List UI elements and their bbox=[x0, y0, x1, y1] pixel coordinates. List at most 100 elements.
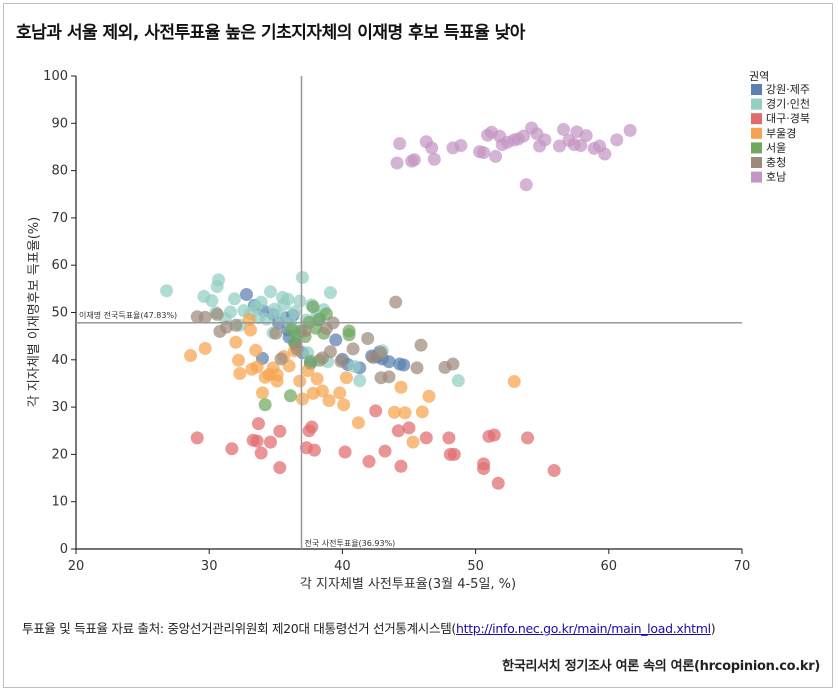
data-point bbox=[382, 355, 396, 369]
legend-swatch bbox=[751, 157, 762, 168]
data-point bbox=[295, 270, 309, 284]
data-point bbox=[397, 358, 411, 372]
y-tick-label: 20 bbox=[51, 447, 68, 462]
data-point bbox=[315, 384, 329, 398]
data-point bbox=[254, 446, 268, 460]
data-point bbox=[394, 459, 408, 473]
data-point bbox=[547, 463, 561, 477]
y-tick-label: 40 bbox=[51, 353, 68, 368]
legend-item-label: 호남 bbox=[766, 171, 786, 184]
data-point bbox=[338, 445, 352, 459]
y-tick-label: 100 bbox=[43, 69, 68, 84]
data-point bbox=[422, 389, 436, 403]
data-point bbox=[538, 133, 552, 147]
legend-swatch bbox=[751, 142, 762, 154]
data-point bbox=[251, 417, 265, 431]
y-tick-label: 60 bbox=[51, 258, 68, 273]
credit-text: 한국리서치 정기조사 여론 속의 여론(hrcopinion.co.kr) bbox=[502, 659, 820, 674]
data-point bbox=[517, 129, 531, 143]
legend-item-label: 대구·경북 bbox=[766, 112, 810, 125]
data-point bbox=[553, 139, 567, 153]
x-axis-label: 각 지자체별 사전투표율(3월 4-5일, %) bbox=[300, 577, 516, 592]
data-point bbox=[567, 138, 581, 152]
data-point bbox=[489, 149, 503, 163]
data-point bbox=[334, 354, 348, 368]
data-point bbox=[307, 443, 321, 457]
y-axis-label: 각 지자체별 이재명후보 득표율(%) bbox=[27, 217, 42, 407]
y-tick-label: 70 bbox=[51, 211, 68, 226]
data-point bbox=[285, 323, 299, 337]
data-point bbox=[477, 462, 491, 476]
data-point bbox=[290, 342, 304, 356]
data-point bbox=[315, 351, 329, 365]
data-point bbox=[273, 461, 287, 475]
y-tick-label: 90 bbox=[51, 116, 68, 131]
data-point bbox=[339, 371, 353, 385]
legend-title: 권역 bbox=[749, 70, 769, 83]
data-point bbox=[414, 338, 428, 352]
data-point bbox=[319, 307, 333, 321]
data-point bbox=[229, 335, 243, 349]
data-point bbox=[623, 123, 637, 137]
data-point bbox=[382, 370, 396, 384]
data-point bbox=[184, 349, 198, 363]
data-point bbox=[454, 139, 468, 153]
data-point bbox=[224, 305, 238, 319]
data-point bbox=[263, 285, 277, 299]
legend-swatch bbox=[751, 98, 762, 110]
chart-title: 호남과 서울 제외, 사전투표율 높은 기초지자체의 이재명 후보 득표율 낮아 bbox=[16, 23, 525, 43]
x-tick-label: 50 bbox=[467, 559, 484, 574]
data-point bbox=[198, 310, 212, 324]
data-point bbox=[491, 476, 505, 490]
y-tick-label: 80 bbox=[51, 164, 68, 179]
data-point bbox=[521, 431, 535, 445]
data-point bbox=[369, 404, 383, 418]
data-point bbox=[361, 332, 375, 346]
data-point bbox=[333, 386, 347, 400]
legend-item-label: 경기·인천 bbox=[766, 97, 810, 111]
source-prefix: 투표율 및 득표율 자료 출처: 중앙선거관리위원회 제20대 대통령선거 선거… bbox=[22, 621, 456, 636]
data-point bbox=[387, 405, 401, 419]
data-point bbox=[310, 372, 324, 386]
data-point bbox=[442, 431, 456, 445]
data-point bbox=[293, 374, 307, 388]
data-point bbox=[273, 309, 287, 323]
data-point bbox=[415, 405, 429, 419]
data-point bbox=[242, 313, 256, 327]
data-point bbox=[446, 357, 460, 371]
data-point bbox=[249, 343, 263, 357]
data-point bbox=[233, 367, 247, 381]
source-link[interactable]: http://info.nec.go.kr/main/main_load.xht… bbox=[455, 621, 711, 636]
data-point bbox=[610, 133, 624, 147]
data-point bbox=[579, 129, 593, 143]
source-suffix: ) bbox=[710, 621, 716, 636]
data-point bbox=[258, 398, 272, 412]
data-point bbox=[337, 398, 351, 412]
data-point bbox=[250, 434, 264, 448]
x-tick-label: 30 bbox=[201, 559, 218, 574]
data-point bbox=[210, 307, 224, 321]
data-point bbox=[228, 292, 242, 306]
x-tick-label: 70 bbox=[734, 559, 751, 574]
x-tick-label: 40 bbox=[334, 559, 351, 574]
y-tick-label: 30 bbox=[51, 400, 68, 415]
data-point bbox=[243, 323, 257, 337]
data-point bbox=[239, 288, 253, 302]
data-point bbox=[477, 146, 491, 160]
data-point bbox=[205, 294, 219, 308]
data-point bbox=[262, 367, 276, 381]
data-point bbox=[406, 435, 420, 449]
data-point bbox=[407, 153, 421, 167]
data-point bbox=[293, 294, 307, 308]
data-point bbox=[362, 454, 376, 468]
data-point bbox=[295, 392, 309, 406]
data-point bbox=[519, 178, 533, 192]
data-point bbox=[598, 147, 612, 161]
y-tick-label: 10 bbox=[51, 495, 68, 510]
data-point bbox=[298, 324, 312, 338]
legend-swatch bbox=[751, 127, 762, 139]
national-early-turnout-label: 전국 사전투표율(36.93%) bbox=[305, 538, 396, 548]
data-point bbox=[353, 374, 367, 388]
data-point bbox=[487, 428, 501, 442]
data-point bbox=[283, 389, 297, 403]
